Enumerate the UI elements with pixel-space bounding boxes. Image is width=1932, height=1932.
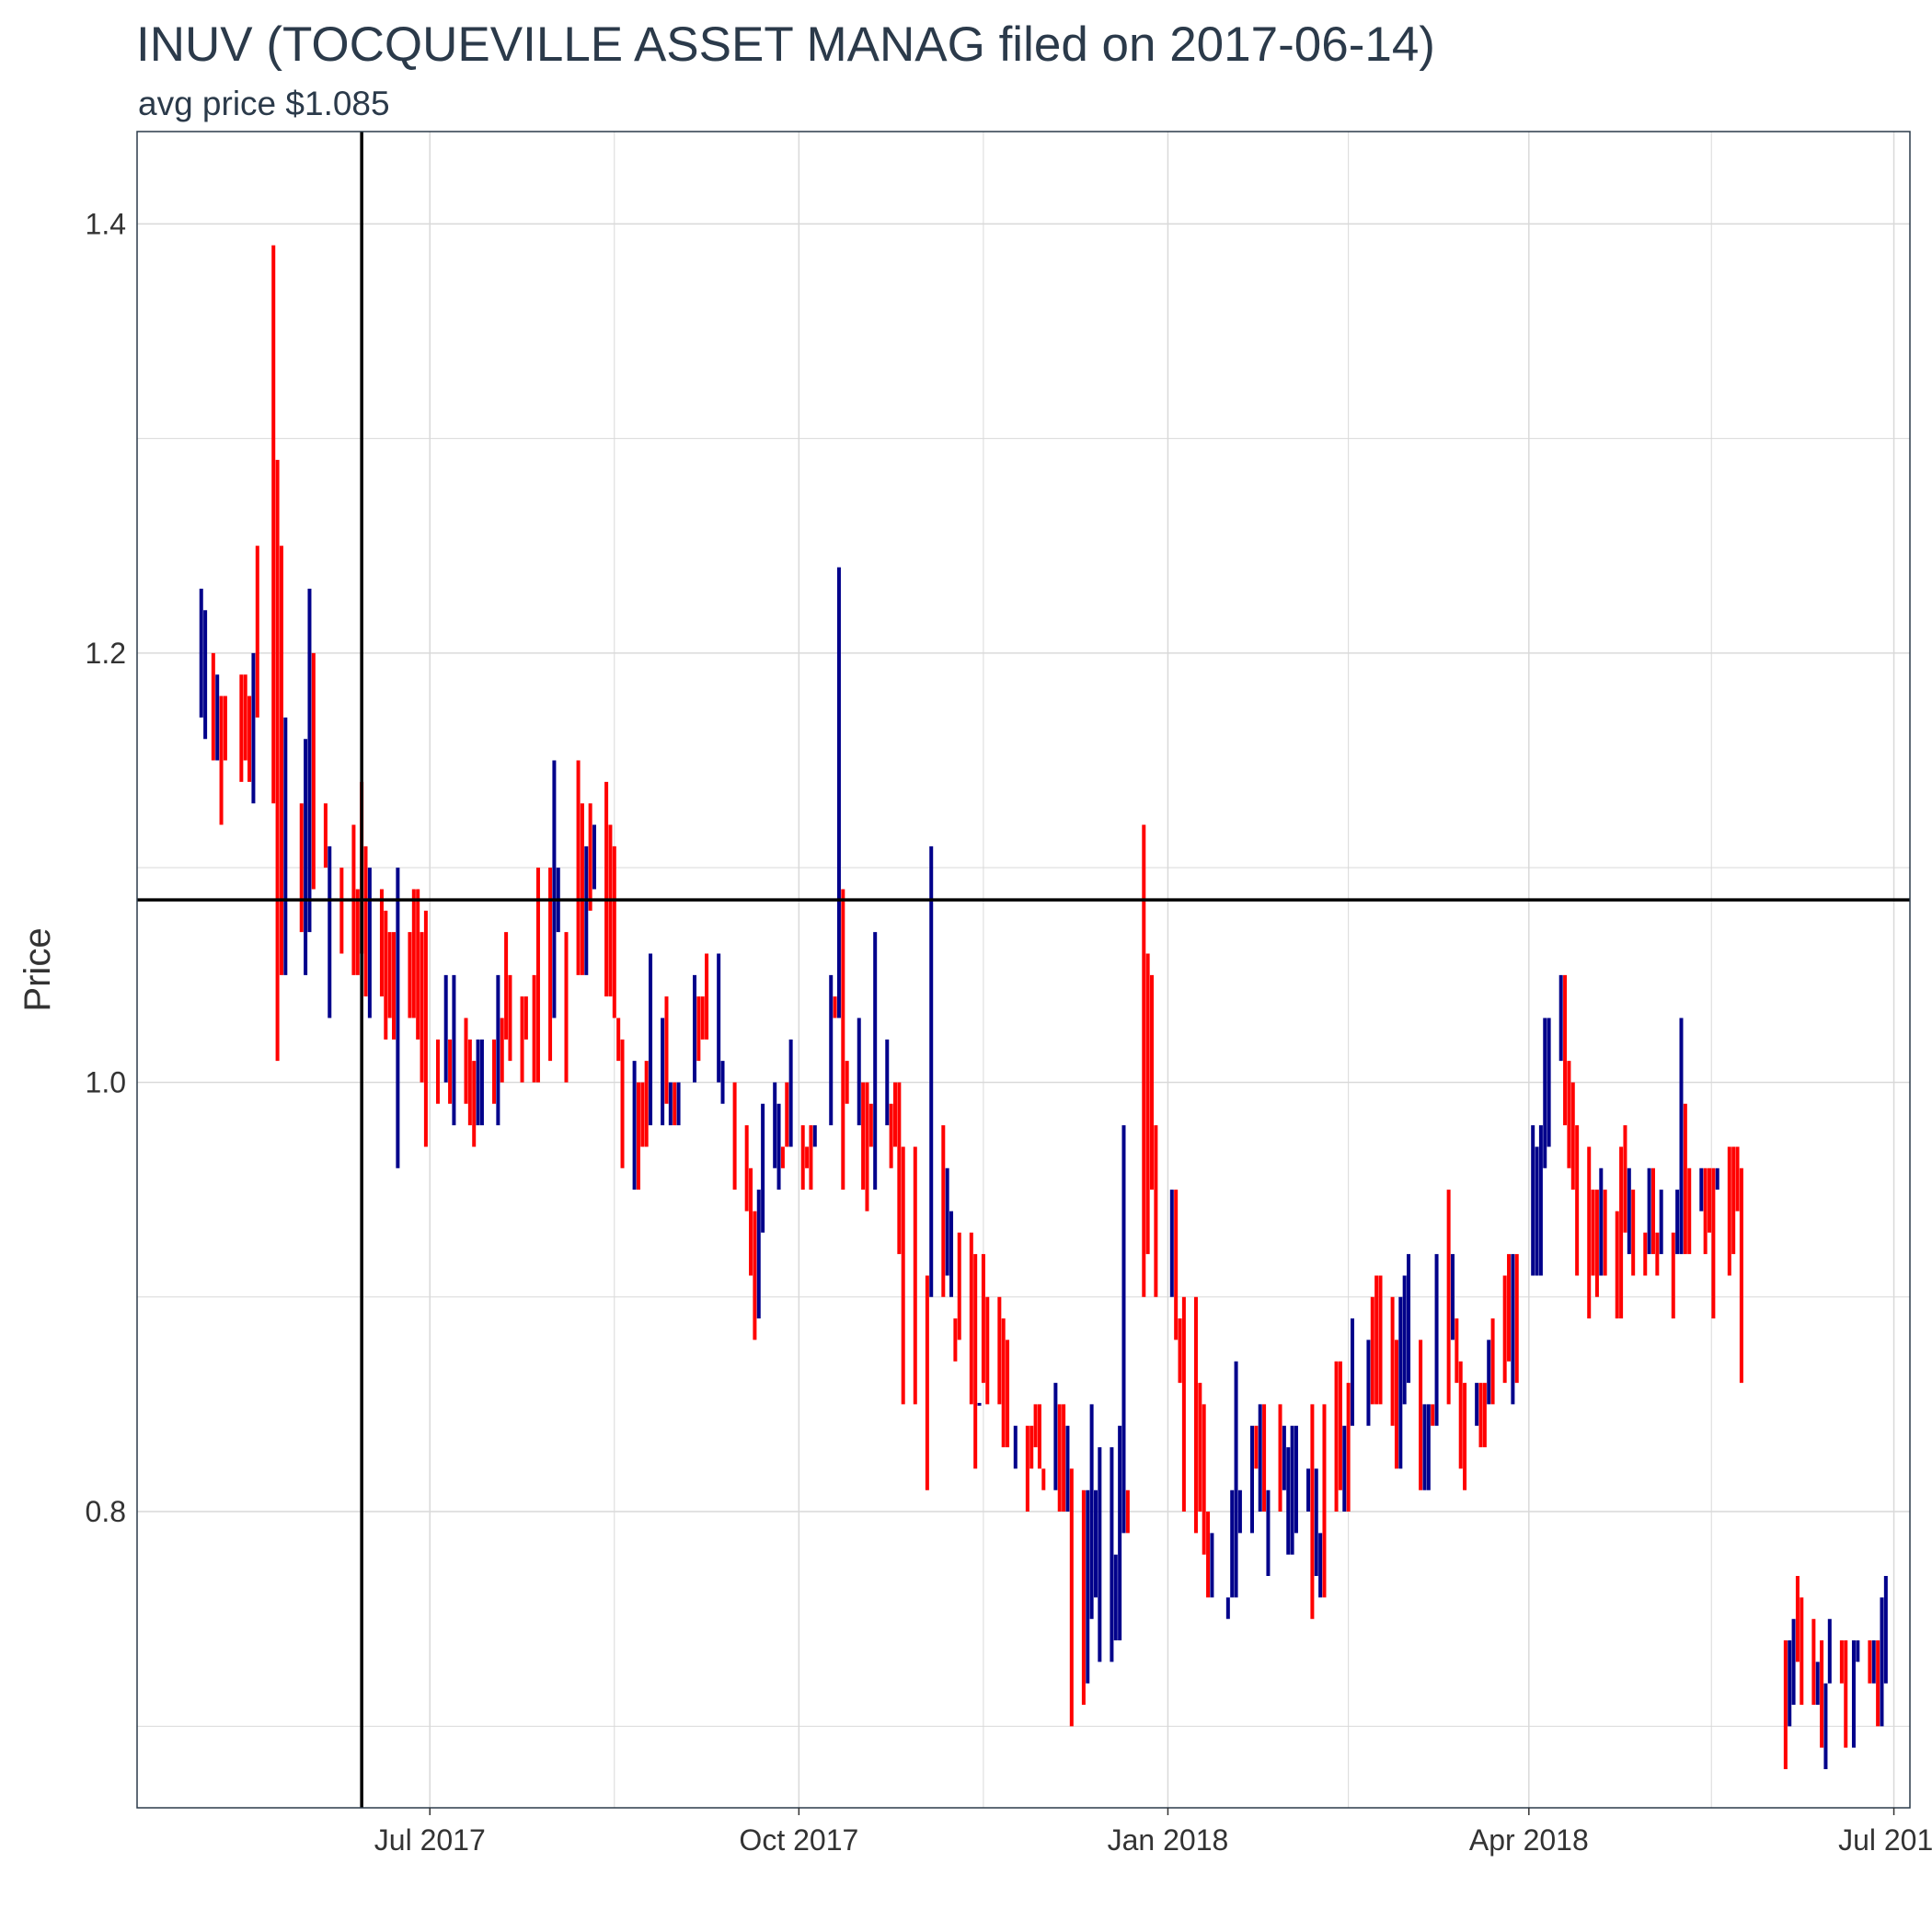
x-tick-label: Apr 2018 [1469, 1823, 1589, 1857]
x-tick-label: Jul 2017 [374, 1823, 486, 1857]
y-tick-label: 1.4 [86, 207, 126, 240]
plot-background [137, 132, 1910, 1808]
x-tick-label: Jul 2018 [1838, 1823, 1932, 1857]
y-tick-label: 1.2 [86, 637, 126, 670]
chart-subtitle: avg price $1.085 [138, 85, 390, 122]
ohlc-bars [199, 245, 1888, 1770]
plot-border [136, 131, 1911, 1809]
x-tick-label: Oct 2017 [739, 1823, 858, 1857]
chart-title: INUV (TOCQUEVILLE ASSET MANAG filed on 2… [136, 17, 1435, 72]
y-tick-label: 0.8 [86, 1495, 126, 1528]
grid-lines [137, 132, 1910, 1808]
axis-labels: 0.8 1.0 1.2 1.4 Jul 2017 Oct 2017 Jan 2018 Apr … [86, 207, 1932, 1857]
y-axis-label: Price [17, 927, 58, 1011]
x-tick-label: Jan 2018 [1108, 1823, 1229, 1857]
y-tick-label: 1.0 [86, 1065, 126, 1098]
reference-lines [137, 132, 1910, 1808]
